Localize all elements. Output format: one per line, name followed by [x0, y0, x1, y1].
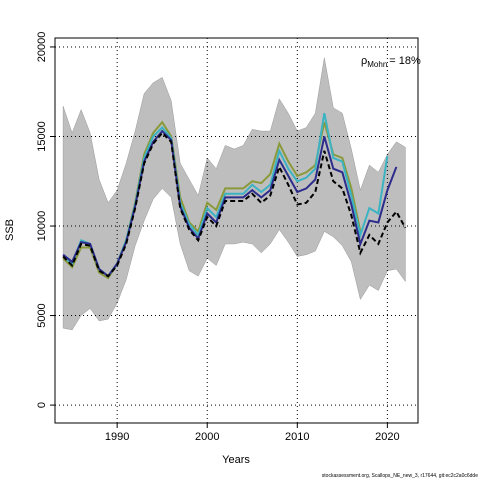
annotation: ρMohn = 18%	[361, 55, 421, 69]
x-axis-label: Years	[222, 454, 250, 466]
annotation-subscript: Mohn	[367, 60, 387, 69]
x-tick-label: 2000	[195, 431, 219, 443]
y-tick-label: 15000	[36, 121, 48, 152]
series-line	[62, 129, 398, 278]
x-tick-label: 2010	[285, 431, 309, 443]
footer: stockassessment.org, Scallops_NE_new_3, …	[322, 473, 478, 479]
y-tick-label: 10000	[36, 211, 48, 242]
annotation-symbol: ρ	[361, 55, 367, 67]
plot-frame	[54, 37, 419, 424]
x-tick-label: 1990	[105, 431, 129, 443]
y-tick-label: 5000	[36, 303, 48, 327]
annotation-text: = 18%	[389, 55, 421, 67]
y-axis-label: SSB	[4, 219, 16, 241]
y-tick-label: 0	[36, 402, 48, 408]
series-line	[62, 131, 407, 278]
x-tick-label: 2020	[375, 431, 399, 443]
y-tick-label: 20000	[36, 32, 48, 63]
